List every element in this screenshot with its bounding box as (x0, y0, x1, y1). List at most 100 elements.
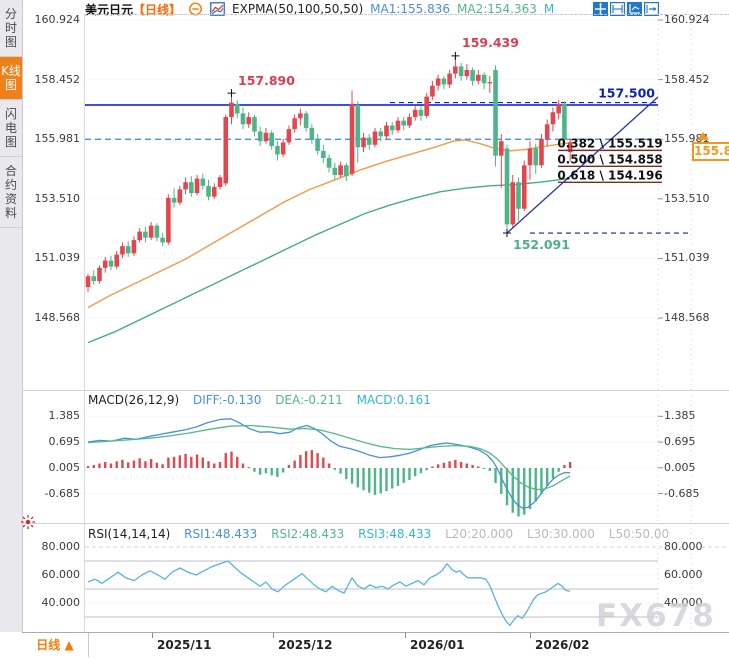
macd-hist-bar (546, 468, 549, 486)
price-axis-label: 155.981 (34, 132, 81, 146)
sidebar-tab-candlestick-chart[interactable]: K线图 (0, 57, 22, 100)
macd-hist-bar (368, 468, 371, 493)
macd-hist-bar (276, 468, 279, 477)
measure-tool-icon[interactable] (610, 2, 625, 16)
rsi-l50-value: L50:50.00 (608, 527, 670, 541)
macd-hist-bar (419, 468, 423, 474)
macd-hist-bar (350, 468, 354, 484)
macd-hist-bar (333, 468, 337, 470)
macd-hist-bar (299, 454, 302, 468)
macd-hist-bar (115, 461, 118, 468)
rsi-l30-value: L30:30.000 (526, 527, 595, 541)
macd-hist-bar (413, 468, 417, 477)
macd-hist-bar (396, 468, 400, 486)
macd-hist-bar (310, 450, 314, 468)
sidebar-tab-timeline-chart[interactable]: 分时图 (0, 0, 22, 57)
indicator-settings-icon[interactable] (20, 514, 36, 530)
macd-axis-label: -0.685 (664, 486, 700, 500)
ma2-line (87, 177, 571, 344)
plot-left-border (84, 14, 85, 632)
macd-axis-label: 0.005 (664, 460, 696, 474)
macd-hist-bar (287, 465, 291, 468)
macd-hist-bar (253, 468, 256, 472)
ma2-value: MA2:154.363 (457, 2, 537, 16)
panel-divider (22, 523, 729, 524)
rsi-axis-label: 80.000 (664, 540, 703, 553)
dea-line (87, 424, 571, 491)
macd-axis-label: 0.005 (48, 460, 81, 474)
price-annotation: 159.439 (462, 35, 519, 50)
macd-hist-bar (316, 453, 319, 468)
rsi-axis-label: 80.000 (41, 540, 81, 553)
macd-hist-bar (362, 468, 365, 491)
macd-hist-bar (167, 457, 170, 468)
x-axis-tick (530, 633, 531, 638)
macd-hist-bar (132, 460, 136, 468)
price-annotation: 157.890 (238, 73, 295, 88)
chart-toolbar (593, 2, 659, 16)
macd-hist-bar (528, 468, 532, 510)
price-axis-label: 148.568 (34, 311, 81, 325)
symbol-title: 美元日元【日线】 (85, 2, 182, 17)
macd-hist-bar (161, 464, 164, 468)
macd-hist-bar (511, 468, 514, 513)
rsi3-value: RSI3:48.433 (358, 527, 432, 541)
macd-chart-canvas[interactable] (85, 390, 729, 523)
macd-axis-label: 0.695 (48, 435, 81, 449)
macd-hist-bar (568, 461, 572, 468)
last-price-arrow-icon (697, 132, 709, 140)
rsi-line (87, 560, 571, 627)
macd-hist-bar (408, 468, 411, 480)
export-tool-icon[interactable] (644, 2, 659, 16)
macd-hist-bar (104, 462, 107, 468)
diff-line (87, 418, 571, 509)
macd-hist-bar (264, 468, 268, 474)
price-chart-canvas[interactable]: 0.382 \ 155.519 0.500 \ 154.858 0.618 \ 15… (85, 14, 729, 390)
macd-hist-bar (184, 453, 187, 468)
rsi-axis-label: 60.000 (41, 568, 81, 581)
chevron-up-icon: ▲ (64, 638, 74, 652)
sidebar-tab-contract-info[interactable]: 合约资料 (0, 157, 22, 228)
macd-hist-bar (505, 468, 509, 506)
rsi-axis-label: 40.000 (41, 596, 81, 609)
chart-header: 美元日元【日线】 EXPMA(50,100,50,50) MA1:155.836… (85, 1, 554, 17)
last-price-tag: 155.856 (692, 142, 729, 161)
macd-hist-bar (477, 466, 480, 468)
rsi-header: RSI(14,14,14) RSI1:48.433 RSI2:48.433 RS… (88, 527, 679, 541)
macd-hist-bar (230, 451, 233, 468)
macd-diff-value: DIFF:-0.130 (192, 393, 262, 407)
price-axis-label: 151.039 (664, 251, 710, 265)
axis-scale-tool-icon[interactable] (627, 2, 642, 16)
macd-hist-bar (304, 451, 308, 468)
macd-hist-bar (98, 463, 101, 468)
indicator-name: EXPMA(50,100,50,50) (232, 2, 364, 16)
macd-hist-bar (523, 468, 526, 515)
macd-hist-bar (373, 468, 377, 495)
macd-axis-label: 1.385 (664, 409, 696, 423)
price-axis-label: 151.039 (34, 251, 81, 265)
fib-label: 0.500 \ 154.858 (557, 152, 662, 166)
macd-hist-bar (92, 465, 95, 468)
period-selector-tab[interactable]: 日线 ▲ (22, 633, 89, 657)
macd-hist-bar (172, 456, 176, 468)
macd-hist-bar (241, 463, 245, 468)
macd-hist-bar (500, 468, 503, 495)
macd-hist-bar (391, 468, 394, 489)
macd-hist-bar (236, 456, 239, 468)
macd-hist-bar (563, 465, 566, 468)
indicator-chart-icon[interactable] (210, 2, 225, 16)
macd-hist-bar (259, 468, 262, 475)
ma3-value: M (543, 2, 555, 16)
sidebar-tab-lightning-chart[interactable]: 闪电图 (0, 100, 22, 157)
trendline (506, 96, 659, 234)
pan-tool-icon[interactable] (593, 2, 608, 16)
price-axis-label: 153.510 (34, 191, 81, 205)
macd-hist-bar (178, 455, 182, 468)
rsi-chart-canvas[interactable] (85, 523, 729, 632)
cursor-cross-icon (451, 51, 460, 60)
macd-hist-bar (379, 468, 382, 494)
macd-hist-bar (327, 463, 331, 468)
rsi-name: RSI(14,14,14) (88, 527, 171, 541)
price-annotation: 152.091 (513, 237, 570, 252)
